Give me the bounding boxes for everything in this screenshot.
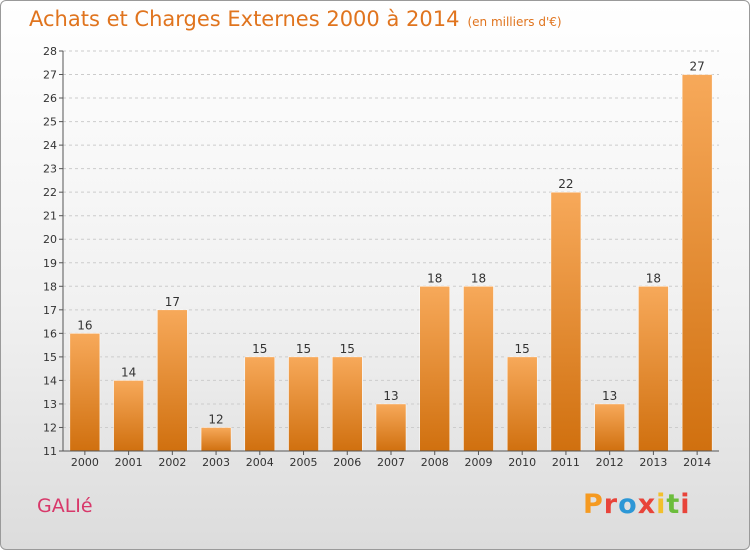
x-tick-label-2001: 2001 — [115, 456, 143, 469]
labels: 11 12 13 14 15 16 17 18 19 20 21 22 23 24 25 26 27 28 16 20… — [43, 45, 711, 469]
logo-letter: i — [680, 489, 691, 520]
bar-2011 — [550, 191, 582, 452]
bar-2012 — [594, 403, 625, 452]
data-label-2005: 15 — [296, 342, 311, 356]
y-tick-label: 19 — [43, 257, 57, 270]
y-tick-label: 13 — [43, 398, 57, 411]
y-tick-label: 12 — [43, 421, 57, 434]
x-tick-label-2004: 2004 — [246, 456, 274, 469]
bar-2005 — [288, 356, 319, 452]
bar-2002 — [157, 309, 188, 452]
bar-2006 — [332, 356, 363, 452]
y-tick-label: 27 — [43, 69, 57, 82]
x-tick-label-2011: 2011 — [552, 456, 580, 469]
proxiti-logo: Proxiti — [583, 489, 691, 520]
data-label-2006: 15 — [340, 342, 355, 356]
bar-2010 — [506, 356, 538, 452]
x-tick-label-2006: 2006 — [333, 456, 361, 469]
y-tick-label: 21 — [43, 210, 57, 223]
logo-letter: i — [656, 489, 667, 520]
data-label-2014: 27 — [689, 60, 704, 74]
y-tick-label: 25 — [43, 116, 57, 129]
data-label-2010: 15 — [515, 342, 530, 356]
bar-2000 — [69, 333, 101, 452]
bar-2013 — [638, 286, 669, 452]
logo-letter: x — [637, 489, 657, 520]
x-tick-label-2012: 2012 — [596, 456, 624, 469]
data-label-2011: 22 — [558, 177, 573, 191]
x-tick-label-2008: 2008 — [421, 456, 449, 469]
data-label-2003: 12 — [208, 412, 223, 426]
x-tick-label-2010: 2010 — [508, 456, 536, 469]
x-tick-label-2005: 2005 — [290, 456, 318, 469]
data-label-2012: 13 — [602, 389, 617, 403]
bars — [69, 74, 713, 452]
data-label-2002: 17 — [165, 295, 180, 309]
y-tick-label: 28 — [43, 45, 57, 58]
y-tick-label: 22 — [43, 186, 57, 199]
x-tick-label-2009: 2009 — [464, 456, 492, 469]
y-tick-label: 15 — [43, 351, 57, 364]
bar-2001 — [113, 380, 144, 452]
data-label-2013: 18 — [646, 271, 661, 285]
y-tick-label: 18 — [43, 280, 57, 293]
y-tick-label: 20 — [43, 233, 57, 246]
y-tick-label: 24 — [43, 139, 57, 152]
bar-2014 — [681, 74, 713, 452]
y-tick-label: 14 — [43, 374, 57, 387]
x-tick-label-2000: 2000 — [71, 456, 99, 469]
data-label-2000: 16 — [77, 318, 92, 332]
commune-name: GALIé — [37, 495, 93, 517]
y-tick-label: 16 — [43, 327, 57, 340]
y-tick-label: 23 — [43, 163, 57, 176]
y-tick-label: 11 — [43, 445, 57, 458]
y-tick-label: 17 — [43, 304, 57, 317]
bar-2009 — [463, 286, 494, 452]
chart-subtitle: (en milliers d'€) — [467, 15, 562, 29]
bar-2004 — [244, 356, 276, 452]
bar-2003 — [200, 427, 232, 452]
bar-2007 — [375, 403, 407, 452]
x-tick-label-2013: 2013 — [639, 456, 667, 469]
logo-letter: o — [618, 489, 638, 520]
logo-letter: t — [666, 489, 681, 520]
x-tick-label-2014: 2014 — [683, 456, 711, 469]
x-tick-label-2003: 2003 — [202, 456, 230, 469]
y-tick-label: 26 — [43, 92, 57, 105]
chart-title-row: Achats et Charges Externes 2000 à 2014 (e… — [29, 7, 562, 31]
data-label-2004: 15 — [252, 342, 267, 356]
x-tick-label-2002: 2002 — [158, 456, 186, 469]
data-label-2001: 14 — [121, 365, 136, 379]
chart-title: Achats et Charges Externes 2000 à 2014 — [29, 7, 460, 31]
x-tick-label-2007: 2007 — [377, 456, 405, 469]
bar-2008 — [419, 286, 450, 452]
data-label-2007: 13 — [383, 389, 398, 403]
data-label-2009: 18 — [471, 271, 486, 285]
logo-letter: r — [603, 489, 619, 520]
data-label-2008: 18 — [427, 271, 442, 285]
axes — [59, 50, 719, 455]
logo-letter: P — [583, 489, 604, 520]
